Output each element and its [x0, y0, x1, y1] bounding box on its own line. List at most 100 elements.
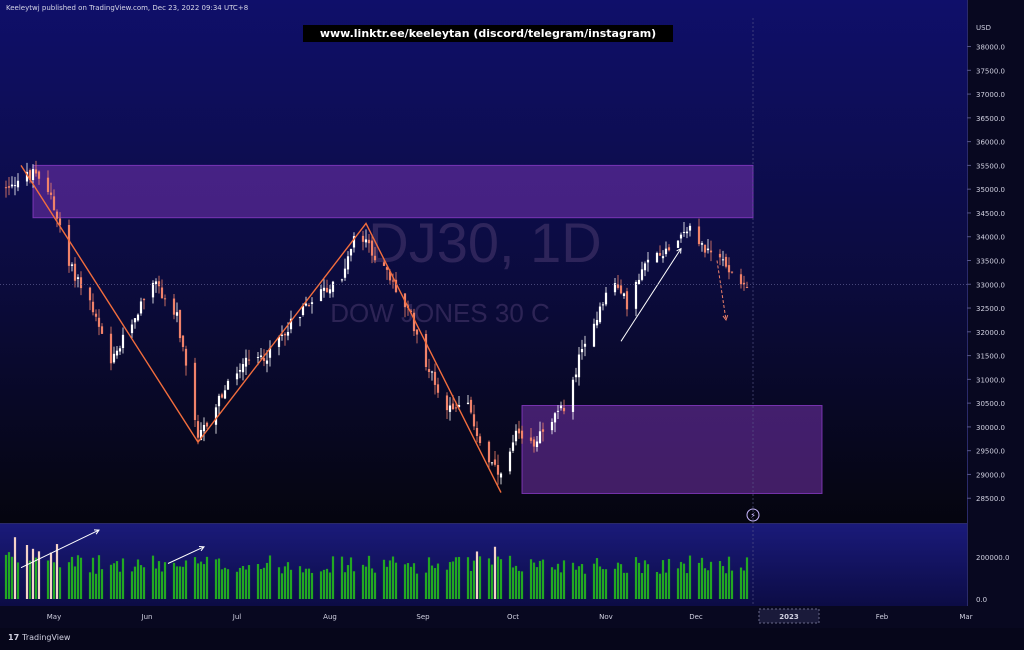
candle-body [178, 309, 182, 339]
candle [265, 350, 269, 373]
trend-arrow-shaft [167, 546, 205, 564]
candle-body [88, 287, 92, 301]
volume-bar [7, 552, 11, 599]
candle [361, 230, 365, 251]
candle-body [487, 441, 491, 463]
candle [472, 404, 476, 431]
volume-bar [178, 566, 182, 599]
candle [193, 357, 197, 428]
pattern-line-1 [20, 165, 502, 493]
candle-body [109, 333, 113, 364]
price-tick-label: 34500.0 [976, 210, 1005, 218]
candle-body [655, 252, 659, 263]
volume-bar [433, 568, 437, 599]
candle-body [388, 271, 392, 281]
candle [709, 240, 713, 262]
volume-bar [94, 573, 98, 599]
candle [658, 245, 662, 256]
candle-body [307, 304, 311, 306]
volume-bar [592, 563, 596, 599]
candle-body [688, 225, 692, 231]
volume-bar [100, 569, 104, 599]
candle-body [550, 421, 554, 431]
candle-body [235, 373, 239, 380]
volume-bar [424, 572, 428, 599]
candle [499, 472, 503, 485]
time-tick-label: Sep [416, 613, 430, 621]
volume-bar [361, 564, 365, 599]
candle-body [79, 277, 83, 289]
trend-arrow-3 [620, 247, 682, 342]
volume-bar [151, 555, 155, 599]
volume-bar [25, 545, 29, 599]
candle-body [175, 312, 179, 316]
price-tick-label: 32000.0 [976, 329, 1005, 337]
candle-body [49, 192, 53, 195]
volume-bar [277, 567, 281, 599]
candle-body [445, 395, 449, 411]
volume-bar [697, 562, 701, 599]
candle-body [220, 394, 224, 398]
volume-bar [76, 555, 80, 599]
link-banner[interactable]: www.linktr.ee/keeleytan (discord/telegra… [303, 25, 673, 42]
price-tick-label: 33000.0 [976, 281, 1005, 289]
candle-body [157, 281, 161, 287]
candle-body [742, 282, 746, 285]
candle [52, 189, 56, 211]
volume-bar [682, 563, 686, 599]
volume-bar [16, 562, 20, 599]
time-tick-label: 2023 [779, 613, 799, 621]
candle [487, 440, 491, 470]
candle-body [283, 333, 287, 336]
candle-body [430, 371, 434, 373]
candle-body [7, 186, 11, 188]
candle-body [682, 231, 686, 233]
volume-bar [469, 570, 473, 599]
candle-body [154, 281, 158, 285]
time-cursor-box [758, 608, 820, 624]
price-tick-label: 37000.0 [976, 91, 1005, 99]
volume-bar [430, 565, 434, 599]
candle-body [643, 263, 647, 271]
volume-bar [343, 572, 347, 599]
trend-arrow-shaft [620, 248, 682, 342]
volume-bar [307, 568, 311, 599]
candle-body [595, 319, 599, 326]
volume-bar [709, 561, 713, 599]
volume-bar [724, 573, 728, 599]
candle-body [583, 343, 587, 347]
candle-body [517, 428, 521, 434]
volume-bar [466, 557, 470, 599]
candle-body [646, 259, 650, 263]
candle [574, 367, 578, 383]
candle-body [556, 410, 560, 412]
candle [100, 323, 104, 334]
candle [550, 418, 554, 435]
candle [16, 173, 20, 192]
price-tick-label: 33500.0 [976, 257, 1005, 265]
candle [682, 221, 686, 237]
volume-bar [637, 562, 641, 599]
candle [136, 313, 140, 322]
candle [562, 399, 566, 415]
candle-body [436, 384, 440, 393]
volume-bar [304, 568, 308, 599]
trend-arrow-head [722, 315, 729, 321]
candle [415, 329, 419, 344]
volume-bar [154, 568, 158, 599]
candle-body [280, 334, 284, 336]
candle-body [214, 407, 218, 425]
candle [10, 176, 14, 189]
volume-bar [700, 557, 704, 599]
candle [217, 393, 221, 415]
candle-body [223, 390, 227, 399]
tradingview-logo[interactable]: 17 TradingView [8, 633, 70, 642]
volume-bar [163, 562, 167, 599]
volume-bar [331, 556, 335, 599]
candle-body [619, 285, 623, 294]
candle-body [238, 370, 242, 372]
candle-body [115, 350, 119, 356]
candle-body [130, 324, 134, 334]
